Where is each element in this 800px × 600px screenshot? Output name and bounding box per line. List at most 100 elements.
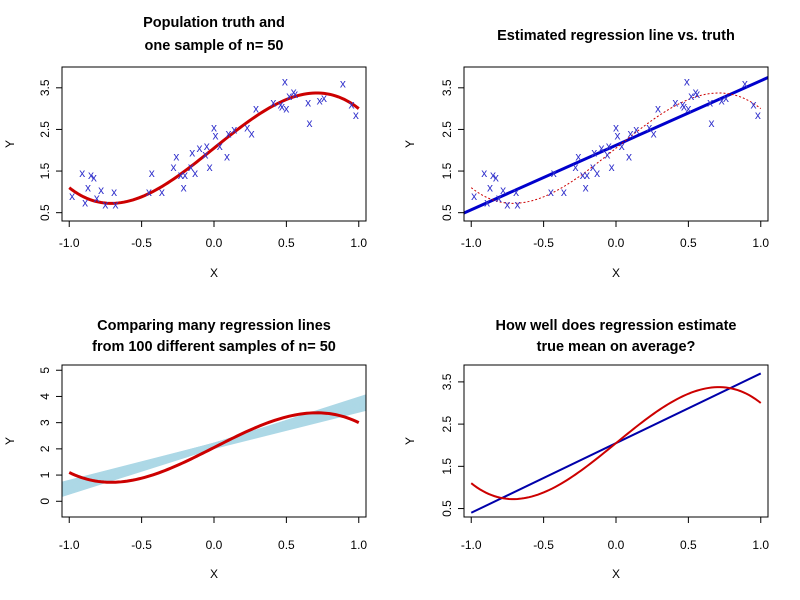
data-point: x	[188, 160, 194, 174]
panel-2: Estimated regression line vs. truthxxxxx…	[403, 28, 769, 280]
x-tick-label: 0.0	[206, 538, 223, 552]
data-point: x	[217, 139, 223, 153]
data-point: x	[599, 141, 605, 155]
data-point: x	[613, 120, 619, 134]
data-point: x	[646, 120, 652, 134]
data-point: x	[685, 102, 691, 116]
data-point: x	[719, 93, 725, 107]
y-tick-label: 1.5	[38, 162, 52, 179]
data-point: x	[591, 145, 597, 159]
data-point: x	[496, 191, 502, 205]
data-point: x	[500, 183, 506, 197]
data-point: x	[594, 166, 600, 180]
x-tick-label: 0.5	[680, 538, 697, 552]
data-point: x	[270, 95, 276, 109]
data-point: x	[182, 168, 188, 182]
data-point: x	[680, 97, 686, 111]
data-point: x	[471, 189, 477, 203]
chart-title-line: Population truth and	[143, 15, 285, 31]
data-point: x	[102, 197, 108, 211]
data-point: x	[693, 85, 699, 99]
x-tick-label: -0.5	[131, 236, 152, 250]
data-point: x	[551, 166, 557, 180]
data-point: x	[192, 166, 198, 180]
y-tick-label: 0	[38, 498, 52, 505]
y-tick-label: 2.5	[440, 121, 454, 138]
chart-title-line: true mean on average?	[537, 339, 696, 355]
panel-3: Comparing many regression lines from 100 …	[3, 318, 367, 581]
data-point: x	[82, 195, 88, 209]
data-point: x	[305, 95, 311, 109]
data-point: x	[249, 127, 255, 141]
data-point: x	[619, 139, 625, 153]
plot-area	[62, 394, 366, 497]
y-axis-label: Y	[403, 140, 417, 148]
regression-line-sample	[62, 395, 366, 495]
data-point: x	[606, 139, 612, 153]
data-point: x	[340, 77, 346, 91]
x-tick-label: 1.0	[350, 538, 367, 552]
x-tick-label: 0.0	[608, 538, 625, 552]
y-tick-label: 1.5	[440, 458, 454, 475]
data-point: x	[317, 93, 323, 107]
data-point: x	[681, 100, 687, 114]
data-point: x	[278, 97, 284, 111]
chart-title-line: Comparing many regression lines	[97, 318, 331, 334]
y-tick-label: 3	[38, 419, 52, 426]
chart-title-line: one sample of n= 50	[144, 38, 283, 54]
data-point: x	[484, 195, 490, 209]
data-point: x	[651, 127, 657, 141]
chart-title-line: from 100 different samples of n= 50	[92, 339, 336, 355]
data-point: x	[694, 87, 700, 101]
panel-1: Population truth and one sample of n= 50 x…	[3, 15, 367, 280]
data-point: x	[286, 89, 292, 103]
data-point: x	[202, 147, 208, 161]
x-tick-label: 0.5	[278, 538, 295, 552]
x-tick-label: -1.0	[59, 538, 80, 552]
data-point: x	[307, 116, 313, 130]
data-point: x	[292, 87, 298, 101]
y-tick-label: 1	[38, 471, 52, 478]
data-point: x	[590, 160, 596, 174]
data-point: x	[253, 102, 259, 116]
data-point: x	[723, 91, 729, 105]
estimated-regression-line	[464, 76, 768, 215]
y-tick-label: 3.5	[440, 373, 454, 390]
data-point: x	[688, 89, 694, 103]
chart-title-line: Estimated regression line vs. truth	[497, 28, 735, 44]
data-point: x	[88, 168, 94, 182]
x-tick-label: -1.0	[461, 538, 482, 552]
x-tick-label: -1.0	[59, 236, 80, 250]
truth-curve	[470, 386, 762, 501]
truth-curve	[470, 92, 762, 204]
x-axis-label: X	[210, 567, 218, 581]
data-point: x	[98, 183, 104, 197]
x-tick-label: 0.0	[608, 236, 625, 250]
x-tick-label: 0.5	[680, 236, 697, 250]
data-point: x	[513, 185, 519, 199]
data-point: x	[231, 122, 237, 136]
plot-area	[464, 76, 768, 215]
data-point: x	[91, 170, 97, 184]
data-point: x	[79, 166, 85, 180]
data-point: x	[85, 181, 91, 195]
data-point: x	[707, 95, 713, 109]
data-point: x	[207, 160, 213, 174]
x-tick-label: 1.0	[752, 538, 769, 552]
y-tick-label: 4	[38, 393, 52, 400]
data-point: x	[159, 185, 165, 199]
x-tick-label: 1.0	[350, 236, 367, 250]
data-point: x	[224, 149, 230, 163]
x-tick-label: 0.0	[206, 236, 223, 250]
truth-curve	[68, 91, 360, 205]
data-point: x	[146, 185, 152, 199]
data-point: x	[742, 77, 748, 91]
y-tick-label: 0.5	[440, 204, 454, 221]
data-point: x	[178, 168, 184, 182]
data-point: x	[493, 170, 499, 184]
data-point: x	[584, 168, 590, 182]
y-axis-label: Y	[3, 140, 17, 148]
y-tick-label: 5	[38, 367, 52, 374]
y-tick-label: 1.5	[440, 162, 454, 179]
data-point: x	[197, 141, 203, 155]
